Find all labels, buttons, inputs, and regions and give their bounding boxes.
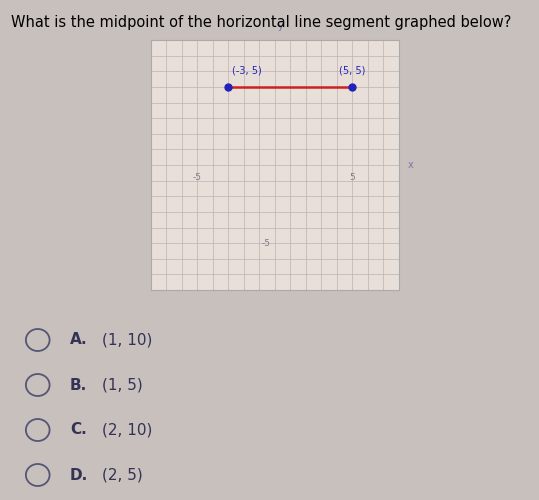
Text: (1, 10): (1, 10) — [102, 332, 153, 347]
Text: (2, 10): (2, 10) — [102, 422, 153, 438]
Text: D.: D. — [70, 468, 88, 482]
Text: (5, 5): (5, 5) — [339, 66, 365, 76]
Text: y: y — [278, 20, 284, 30]
Text: What is the midpoint of the horizontal line segment graphed below?: What is the midpoint of the horizontal l… — [11, 15, 511, 30]
Text: C.: C. — [70, 422, 87, 438]
Text: 5: 5 — [349, 173, 355, 182]
Text: (2, 5): (2, 5) — [102, 468, 143, 482]
Text: A.: A. — [70, 332, 88, 347]
Text: (-3, 5): (-3, 5) — [232, 66, 261, 76]
Text: -5: -5 — [261, 238, 270, 248]
Text: (1, 5): (1, 5) — [102, 378, 143, 392]
Text: B.: B. — [70, 378, 87, 392]
Text: x: x — [408, 160, 414, 170]
Text: -5: -5 — [193, 173, 202, 182]
